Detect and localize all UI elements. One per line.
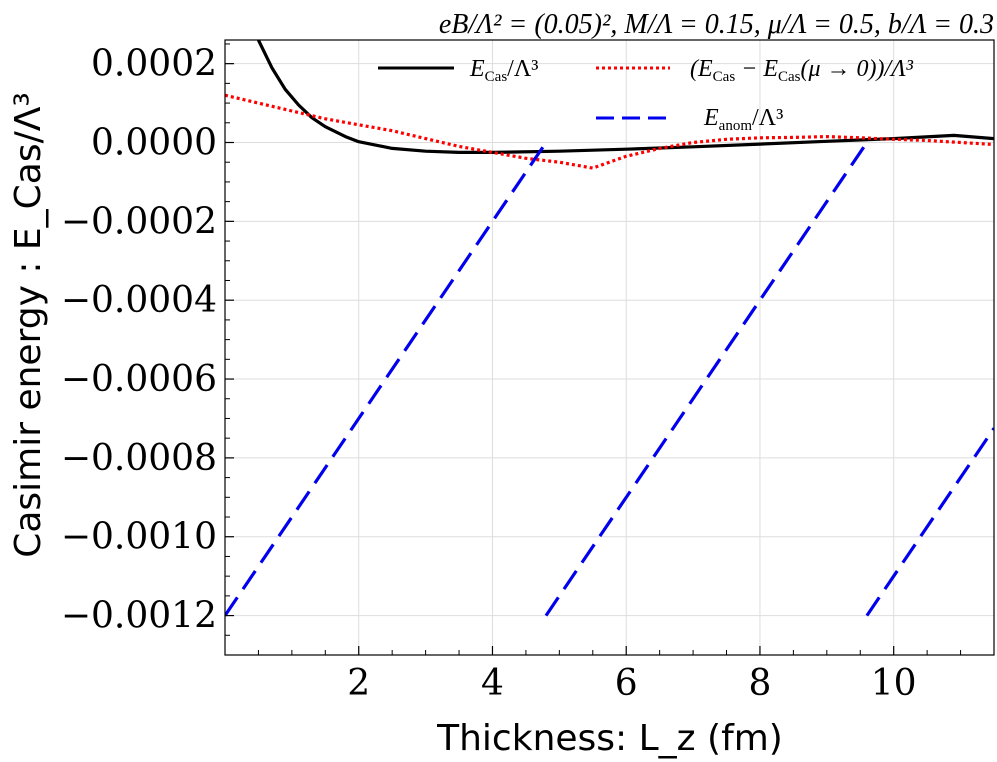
- ticks: 2 4 6 8 10 0.0002 0.0000 −0.0002 −0.0004 −0.0006 −…: [61, 43, 962, 704]
- y-tick-label-5: −0.0008: [61, 438, 217, 479]
- plot-frame: [224, 39, 995, 656]
- x-tick-label-0: 2: [347, 663, 370, 704]
- y-tick-label-6: −0.0010: [61, 517, 217, 558]
- y-tick-label-1: 0.0000: [91, 123, 217, 164]
- x-tick-label-1: 4: [481, 663, 504, 704]
- x-tick-label-4: 10: [871, 663, 917, 704]
- chart-title: eB/Λ² = (0.05)², M/Λ = 0.15, μ/Λ = 0.5, …: [439, 9, 994, 40]
- y-tick-label-2: −0.0002: [61, 201, 217, 242]
- legend-label-eanom: Eanom/Λ³: [703, 105, 783, 134]
- y-tick-label-7: −0.0012: [61, 596, 217, 637]
- series-1-line: [225, 93, 994, 170]
- y-tick-label-3: −0.0004: [61, 280, 217, 321]
- grid: [225, 40, 994, 655]
- x-tick-label-2: 6: [615, 663, 638, 704]
- y-axis-title: Casimir energy : E_Cas/Λ³: [8, 92, 49, 558]
- series-layer: [225, 40, 994, 617]
- legend-label-ediff: (ECas − ECas(μ → 0))/Λ³: [690, 56, 914, 85]
- series-0-line: [256, 40, 994, 154]
- series-2-line-segment-2: [865, 427, 994, 617]
- x-axis-title: Thickness: L_z (fm): [436, 718, 783, 759]
- legend-label-ecas: ECas/Λ³: [469, 56, 538, 85]
- legend: ECas/Λ³ (ECas − ECas(μ → 0))/Λ³ Eanom/Λ³: [378, 56, 914, 134]
- y-tick-label-4: −0.0006: [61, 359, 217, 400]
- y-tick-label-0: 0.0002: [91, 44, 217, 85]
- x-tick-label-3: 8: [749, 663, 772, 704]
